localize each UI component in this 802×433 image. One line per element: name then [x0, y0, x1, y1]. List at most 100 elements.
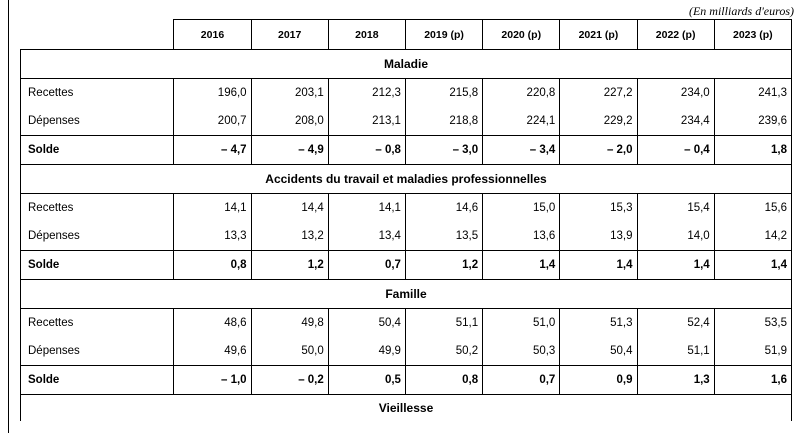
value-cell: 51,0 — [482, 308, 561, 337]
value-cell: 1,2 — [404, 250, 484, 280]
value-cell: 48,6 — [173, 308, 252, 337]
value-cell: 212,3 — [327, 78, 406, 107]
value-cell: 1,8 — [713, 135, 793, 165]
section-header-row: Maladie — [20, 49, 792, 79]
value-cell: 218,8 — [404, 107, 484, 136]
value-cell: 1,4 — [559, 250, 638, 280]
section-title: Maladie — [20, 49, 792, 79]
value-cell: 0,8 — [404, 365, 484, 395]
section-header-row: Accidents du travail et maladies profess… — [20, 164, 792, 194]
year-header: 2017 — [250, 19, 329, 50]
value-cell: 50,2 — [404, 337, 484, 366]
value-cell: 1,4 — [636, 250, 715, 280]
value-cell: 13,9 — [559, 222, 638, 251]
value-cell: – 3,0 — [404, 135, 484, 165]
value-cell: – 0,4 — [636, 135, 715, 165]
value-cell: – 3,4 — [482, 135, 561, 165]
value-cell: 200,7 — [173, 107, 252, 136]
value-cell: 51,1 — [636, 337, 715, 366]
value-cell: 1,4 — [713, 250, 793, 280]
value-cell: 239,6 — [713, 107, 793, 136]
value-cell: 1,3 — [636, 365, 715, 395]
value-cell: 13,3 — [173, 222, 252, 251]
value-cell: 196,0 — [173, 78, 252, 107]
row-label: Recettes — [19, 78, 175, 107]
year-header: 2019 (p) — [404, 19, 484, 50]
value-cell: 49,9 — [327, 337, 406, 366]
value-cell: 15,0 — [482, 193, 561, 222]
value-cell: 213,1 — [327, 107, 406, 136]
value-cell: 1,2 — [250, 250, 329, 280]
row-label: Solde — [19, 250, 175, 280]
row-label: Dépenses — [19, 107, 175, 136]
value-cell: 13,2 — [250, 222, 329, 251]
value-cell: 15,6 — [713, 193, 793, 222]
value-cell: – 0,8 — [327, 135, 406, 165]
value-cell: 215,8 — [404, 78, 484, 107]
value-cell: 0,7 — [482, 365, 561, 395]
value-cell: 14,6 — [404, 193, 484, 222]
value-cell: 14,1 — [327, 193, 406, 222]
table-row: Dépenses 49,6 50,0 49,9 50,2 50,3 50,4 51,1 51,9 — [19, 337, 793, 366]
value-cell: 13,6 — [482, 222, 561, 251]
section-title: Accidents du travail et maladies profess… — [20, 164, 792, 194]
section-title: Vieillesse — [20, 394, 792, 421]
value-cell: 49,8 — [250, 308, 329, 337]
value-cell: 234,4 — [636, 107, 715, 136]
value-cell: 52,4 — [636, 308, 715, 337]
value-cell: 224,1 — [482, 107, 561, 136]
row-label: Recettes — [19, 308, 175, 337]
value-cell: 227,2 — [559, 78, 638, 107]
value-cell: 51,1 — [404, 308, 484, 337]
row-label: Recettes — [19, 193, 175, 222]
row-label: Solde — [19, 135, 175, 165]
balance-row: Solde – 4,7– 4,9– 0,8– 3,0– 3,4– 2,0– 0,4… — [19, 135, 793, 165]
value-cell: 50,4 — [327, 308, 406, 337]
value-cell: 50,3 — [482, 337, 561, 366]
year-header: 2023 (p) — [713, 19, 793, 50]
balance-row: Solde – 1,0– 0,2 0,5 0,8 0,7 0,9 1,3 1,6 — [19, 365, 793, 395]
value-cell: 1,6 — [713, 365, 793, 395]
value-cell: 1,4 — [482, 250, 561, 280]
value-cell: – 0,2 — [250, 365, 329, 395]
value-cell: 241,3 — [713, 78, 793, 107]
value-cell: 13,5 — [404, 222, 484, 251]
value-cell: 0,8 — [173, 250, 252, 280]
value-cell: 208,0 — [250, 107, 329, 136]
table-row: Recettes 14,1 14,4 14,1 14,6 15,0 15,3 15,4 15,6 — [19, 193, 793, 222]
table-row: Dépenses 13,3 13,2 13,4 13,5 13,6 13,9 14,0 14,2 — [19, 222, 793, 251]
value-cell: 49,6 — [173, 337, 252, 366]
value-cell: 53,5 — [713, 308, 793, 337]
value-cell: 13,4 — [327, 222, 406, 251]
year-header: 2021 (p) — [559, 19, 638, 50]
value-cell: 15,3 — [559, 193, 638, 222]
section-header-row: Vieillesse — [20, 394, 792, 421]
value-cell: 14,0 — [636, 222, 715, 251]
year-header: 2016 — [173, 19, 252, 50]
value-cell: 234,0 — [636, 78, 715, 107]
header-row: 2016 2017 2018 2019 (p) 2020 (p) 2021 (p) 2022… — [20, 19, 793, 50]
value-cell: 15,4 — [636, 193, 715, 222]
value-cell: 50,4 — [559, 337, 638, 366]
value-cell: 0,7 — [327, 250, 406, 280]
table-row: Dépenses 200,7 208,0 213,1 218,8 224,1 229,2 23… — [19, 107, 793, 136]
value-cell: 51,3 — [559, 308, 638, 337]
value-cell: 220,8 — [482, 78, 561, 107]
balance-row: Solde 0,8 1,2 0,7 1,2 1,4 1,4 1,4 1,4 — [19, 250, 793, 280]
table-row: Recettes 196,0 203,1 212,3 215,8 220,8 227,2 23… — [19, 78, 793, 107]
row-label: Dépenses — [19, 337, 175, 366]
value-cell: 0,9 — [559, 365, 638, 395]
value-cell: – 4,7 — [173, 135, 252, 165]
year-header: 2022 (p) — [636, 19, 715, 50]
page-left-rule — [8, 0, 9, 433]
year-header: 2020 (p) — [482, 19, 561, 50]
value-cell: 203,1 — [250, 78, 329, 107]
section-header-row: Famille — [20, 279, 792, 309]
value-cell: – 1,0 — [173, 365, 252, 395]
unit-note: (En milliards d'euros) — [688, 4, 794, 18]
value-cell: – 2,0 — [559, 135, 638, 165]
value-cell: 229,2 — [559, 107, 638, 136]
value-cell: 14,1 — [173, 193, 252, 222]
value-cell: 0,5 — [327, 365, 406, 395]
value-cell: 51,9 — [713, 337, 793, 366]
